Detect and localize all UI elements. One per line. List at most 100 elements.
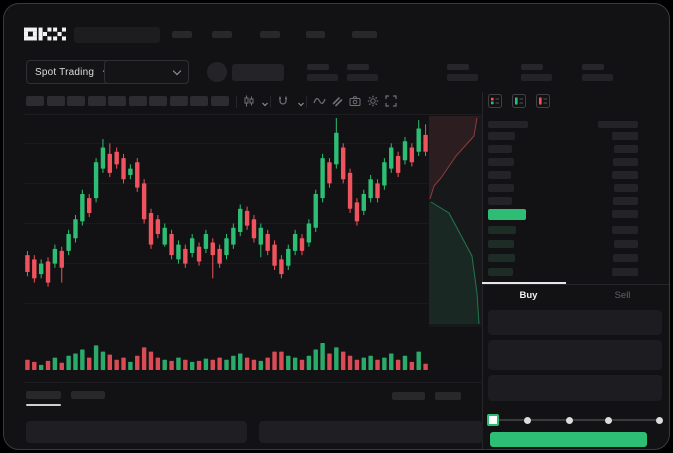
last-price-badge[interactable] (488, 209, 526, 220)
token-circle-icon (207, 62, 227, 82)
interval-chip-placeholder[interactable] (128, 96, 147, 106)
buy-submit-button[interactable] (490, 432, 647, 447)
bottom-tab-active[interactable] (26, 391, 61, 399)
interval-chip-placeholder[interactable] (149, 96, 167, 106)
order-price-input[interactable] (488, 310, 662, 335)
divider (24, 382, 482, 383)
amount-slider-track[interactable] (493, 419, 659, 421)
ask-price-placeholder[interactable] (488, 171, 511, 179)
stat-value-placeholder (447, 74, 478, 81)
bid-amount-placeholder[interactable] (612, 268, 638, 276)
market-type-label: Spot Trading (35, 66, 95, 78)
ask-amount-placeholder[interactable] (614, 145, 638, 153)
orderbook-header-amount (598, 121, 638, 128)
slider-step-dot[interactable] (655, 416, 663, 424)
interval-chip-placeholder[interactable] (87, 96, 106, 106)
tab-buy[interactable]: Buy (519, 290, 538, 301)
compare-icon[interactable] (330, 94, 344, 108)
ask-price-placeholder[interactable] (488, 132, 515, 140)
bottom-panel-placeholder[interactable] (259, 421, 483, 443)
nav-item-placeholder[interactable] (260, 31, 280, 38)
nav-item-placeholder[interactable] (352, 31, 377, 38)
okx-logo-icon[interactable] (24, 27, 66, 41)
stat-value-placeholder (521, 74, 552, 81)
bid-amount-placeholder[interactable] (612, 226, 638, 234)
chevron-down-icon[interactable] (258, 97, 272, 111)
divider (236, 96, 237, 108)
tab-divider (482, 284, 669, 285)
camera-icon[interactable] (348, 94, 362, 108)
interval-chip-placeholder[interactable] (108, 96, 126, 106)
chevron-down-icon (172, 66, 182, 75)
bid-price-placeholder[interactable] (488, 268, 513, 276)
ask-amount-placeholder[interactable] (613, 158, 638, 166)
divider (270, 96, 271, 108)
market-type-selector[interactable]: Spot Trading (26, 60, 119, 84)
last-price-amount (612, 210, 638, 218)
interval-chip-placeholder[interactable] (26, 96, 44, 106)
ask-price-placeholder[interactable] (488, 184, 514, 192)
buy-tab-underline (482, 282, 566, 284)
book-combined-icon[interactable] (488, 94, 502, 108)
book-asks-icon[interactable] (536, 94, 550, 108)
app-window: Spot Trading (3, 3, 670, 450)
slider-step-dot[interactable] (523, 416, 531, 424)
ask-price-placeholder[interactable] (488, 158, 514, 166)
stat-label-placeholder (521, 64, 543, 70)
ask-amount-placeholder[interactable] (612, 132, 638, 140)
candle-style-icon[interactable] (242, 94, 256, 108)
ask-price-placeholder[interactable] (488, 197, 512, 205)
interval-chip-placeholder[interactable] (190, 96, 208, 106)
right-panel: Buy Sell (482, 92, 669, 449)
book-bids-icon[interactable] (512, 94, 526, 108)
interval-chip-placeholder[interactable] (46, 96, 65, 106)
bid-price-placeholder[interactable] (488, 254, 515, 262)
stat-label-placeholder (347, 64, 369, 70)
magnet-icon[interactable] (276, 94, 290, 108)
stat-value-placeholder (582, 74, 613, 81)
bid-price-placeholder[interactable] (488, 226, 516, 234)
tab-sell[interactable]: Sell (614, 290, 631, 301)
bid-price-placeholder[interactable] (488, 240, 514, 248)
pair-name-placeholder (232, 64, 284, 81)
interval-chip-placeholder[interactable] (210, 96, 229, 106)
bid-amount-placeholder[interactable] (613, 254, 638, 262)
interval-chip-placeholder[interactable] (67, 96, 85, 106)
depth-chart[interactable] (429, 116, 482, 327)
stat-value-placeholder (347, 74, 378, 81)
bottom-panel-placeholder[interactable] (26, 421, 247, 443)
candlestick-chart[interactable] (24, 116, 429, 372)
divider (482, 92, 483, 449)
divider (306, 96, 307, 108)
bottom-action-placeholder[interactable] (392, 392, 425, 400)
slider-step-dot[interactable] (565, 416, 573, 424)
pair-selector[interactable] (104, 60, 189, 84)
stat-label-placeholder (307, 64, 329, 70)
stat-value-placeholder (307, 74, 338, 81)
bottom-action-placeholder[interactable] (435, 392, 461, 400)
nav-item-placeholder[interactable] (172, 31, 192, 38)
search-placeholder[interactable] (74, 27, 160, 43)
ask-amount-placeholder[interactable] (612, 171, 638, 179)
slider-step-dot[interactable] (604, 416, 612, 424)
stat-label-placeholder (582, 64, 604, 70)
settings-gear-icon[interactable] (366, 94, 380, 108)
interval-chip-placeholder[interactable] (169, 96, 188, 106)
ask-amount-placeholder[interactable] (614, 184, 638, 192)
ask-price-placeholder[interactable] (488, 145, 512, 153)
fullscreen-icon[interactable] (384, 94, 398, 108)
indicator-wave-icon[interactable] (312, 94, 326, 108)
divider (24, 114, 482, 115)
orderbook-header-price (488, 121, 528, 128)
stat-label-placeholder (447, 64, 469, 70)
bid-amount-placeholder[interactable] (614, 240, 638, 248)
nav-item-placeholder[interactable] (306, 31, 325, 38)
bottom-tab[interactable] (71, 391, 105, 399)
active-tab-underline (26, 404, 61, 406)
ask-amount-placeholder[interactable] (613, 197, 638, 205)
order-amount-input[interactable] (488, 340, 662, 370)
slider-handle[interactable] (487, 414, 499, 426)
order-total-input[interactable] (488, 375, 662, 401)
chevron-down-icon[interactable] (294, 97, 308, 111)
nav-item-placeholder[interactable] (212, 31, 232, 38)
